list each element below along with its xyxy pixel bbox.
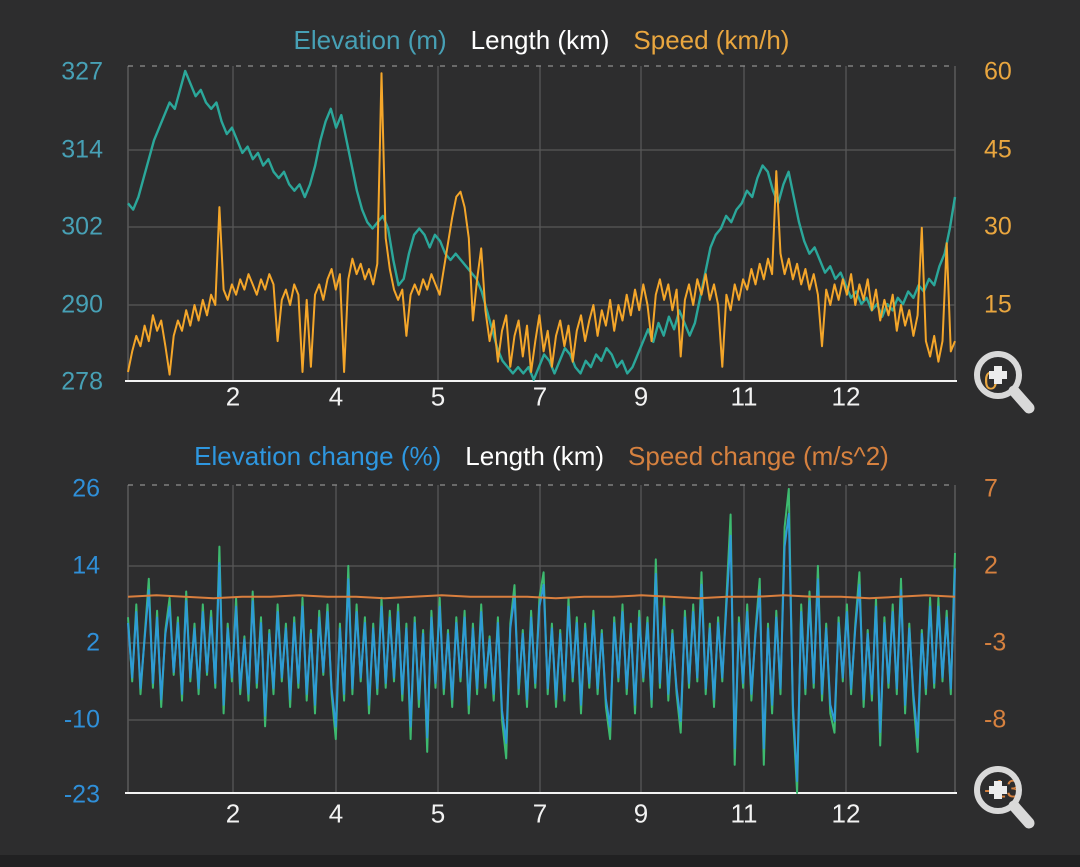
x-axis-tick: 12 bbox=[831, 381, 861, 412]
magnifier-plus-icon bbox=[974, 766, 1035, 829]
chart2-grid bbox=[125, 484, 957, 794]
series-line bbox=[127, 69, 957, 381]
legend-elevation-change: Elevation change (%) bbox=[194, 441, 442, 471]
legend-elevation: Elevation (m) bbox=[293, 25, 447, 55]
series-line bbox=[127, 72, 956, 376]
x-axis-tick: 4 bbox=[328, 381, 344, 412]
y-axis-tick: 14 bbox=[72, 551, 100, 580]
y-axis-tick: 314 bbox=[61, 135, 103, 164]
bottom-edge-bar bbox=[0, 855, 1080, 867]
x-axis-tick: 2 bbox=[225, 798, 241, 829]
x-axis-tick: 7 bbox=[532, 381, 548, 412]
x-axis-tick: 2 bbox=[225, 381, 241, 412]
y-axis-tick: 15 bbox=[984, 290, 1012, 319]
x-axis-tick: 4 bbox=[328, 798, 344, 829]
y-axis-tick: 30 bbox=[984, 212, 1012, 241]
chart2-legend: Elevation change (%) Length (km) Speed c… bbox=[128, 442, 955, 470]
x-axis-tick: 11 bbox=[730, 381, 758, 412]
y-axis-tick: 290 bbox=[61, 290, 103, 319]
legend-speed: Speed (km/h) bbox=[633, 25, 790, 55]
y-axis-tick: -10 bbox=[63, 705, 100, 734]
y-axis-tick: 2 bbox=[86, 628, 100, 657]
x-axis-tick: 5 bbox=[430, 381, 446, 412]
chart2-zoom-in-button[interactable] bbox=[974, 766, 1035, 829]
magnifier-plus-icon bbox=[974, 351, 1035, 414]
y-axis-tick: 278 bbox=[61, 367, 103, 396]
y-axis-tick: 7 bbox=[984, 474, 998, 503]
x-axis-tick: 7 bbox=[532, 798, 548, 829]
y-axis-tick: 327 bbox=[61, 57, 103, 86]
y-axis-tick: -3 bbox=[984, 628, 1007, 657]
x-axis-tick: 9 bbox=[633, 798, 649, 829]
series-line bbox=[127, 594, 956, 600]
y-axis-tick: 60 bbox=[984, 57, 1012, 86]
chart1-legend: Elevation (m) Length (km) Speed (km/h) bbox=[128, 26, 955, 54]
y-axis-tick: 45 bbox=[984, 135, 1012, 164]
y-axis-tick: 26 bbox=[72, 474, 100, 503]
x-axis-tick: 5 bbox=[430, 798, 446, 829]
series-line bbox=[127, 487, 956, 794]
legend-length: Length (km) bbox=[470, 25, 610, 55]
series-line bbox=[127, 512, 956, 783]
y-axis-tick: 302 bbox=[61, 212, 103, 241]
x-axis-tick: 9 bbox=[633, 381, 649, 412]
legend-speed-change: Speed change (m/s^2) bbox=[628, 441, 889, 471]
y-axis-tick: -23 bbox=[63, 780, 100, 809]
elevation-change-speed-change-chart[interactable] bbox=[127, 487, 956, 794]
y-axis-tick: 2 bbox=[984, 551, 998, 580]
x-axis-tick: 11 bbox=[730, 798, 758, 829]
legend-length: Length (km) bbox=[465, 441, 605, 471]
elevation-speed-chart[interactable] bbox=[127, 69, 957, 381]
x-axis-tick: 12 bbox=[831, 798, 861, 829]
chart1-zoom-in-button[interactable] bbox=[974, 351, 1035, 414]
y-axis-tick: -8 bbox=[984, 705, 1007, 734]
